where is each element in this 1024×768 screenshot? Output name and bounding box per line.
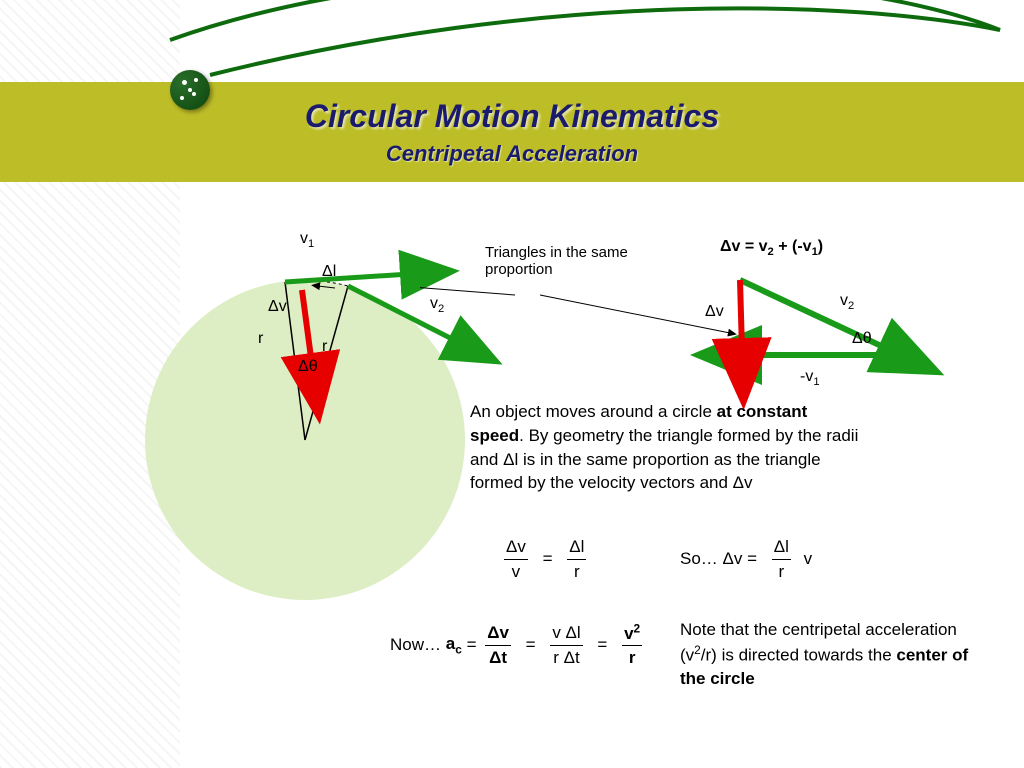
ac-equation: Now… ac = ΔvΔt = v Δlr Δt = v2r <box>390 620 646 670</box>
vector-equation: Δv = v2 + (-v1) <box>720 238 823 258</box>
label-dl: Δl <box>322 263 336 281</box>
diagram-area: v1 v2 Δl Δv Δθ r r Δv = v2 + (-v1) Trian… <box>0 200 1024 768</box>
label-tri-dtheta: Δθ <box>852 330 872 348</box>
page-title: Circular Motion Kinematics <box>305 98 719 135</box>
label-dtheta-circle: Δθ <box>298 358 318 376</box>
label-r1: r <box>258 330 263 348</box>
label-dv-circle: Δv <box>268 298 287 316</box>
label-tri-dv: Δv <box>705 303 724 321</box>
proportion-text: Triangles in the same proportion <box>485 244 645 278</box>
label-tri-mv1: -v1 <box>800 368 820 388</box>
page-subtitle: Centripetal Acceleration <box>386 141 638 167</box>
title-bar: Circular Motion Kinematics Centripetal A… <box>0 82 1024 182</box>
disc-decoration <box>170 70 210 110</box>
label-v1: v1 <box>300 230 314 250</box>
explanation-paragraph: An object moves around a circle at const… <box>470 400 865 495</box>
so-equation: So… Δv = Δlr v <box>680 535 812 584</box>
label-tri-v2: v2 <box>840 292 854 312</box>
label-r2: r <box>322 338 327 356</box>
proportion-equation: Δvv = Δlr <box>500 535 590 584</box>
note-paragraph: Note that the centripetal acceleration (… <box>680 618 985 691</box>
